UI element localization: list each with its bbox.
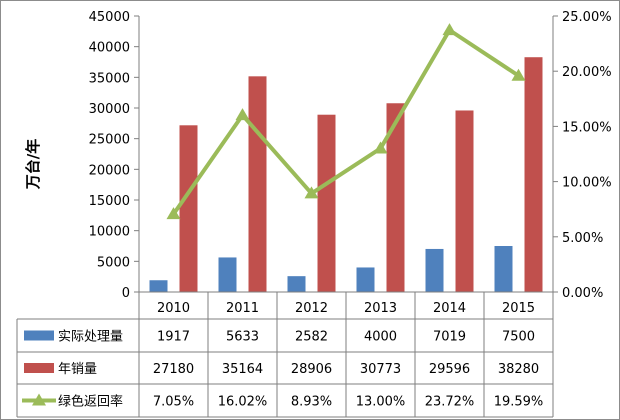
table-value-cell: 29596 xyxy=(429,362,470,377)
table-value-cell: 16.02% xyxy=(218,395,268,410)
y-left-tick-label: 5000 xyxy=(97,255,130,270)
bar-actual-processing xyxy=(356,267,375,292)
y-right-tick-label: 15.00% xyxy=(562,120,612,135)
table-value-cell: 7019 xyxy=(433,330,466,345)
bar-annual-sales xyxy=(455,110,474,292)
y-right-tick-label: 25.00% xyxy=(562,10,612,25)
x-category-label: 2012 xyxy=(295,301,328,316)
line-point-marker xyxy=(304,186,319,199)
line-point-marker xyxy=(511,68,526,81)
table-value-cell: 38280 xyxy=(498,362,539,377)
bar-actual-processing xyxy=(494,246,513,292)
x-category-label: 2014 xyxy=(433,301,466,316)
y-right-tick-label: 0.00% xyxy=(562,286,603,301)
line-point-marker xyxy=(235,108,250,121)
table-value-cell: 13.00% xyxy=(356,395,406,410)
table-value-cell: 4000 xyxy=(364,330,397,345)
line-point-marker xyxy=(442,23,457,36)
table-value-cell: 1917 xyxy=(157,330,190,345)
legend-series-name: 年销量 xyxy=(58,362,97,377)
bar-actual-processing xyxy=(425,248,444,292)
table-value-cell: 5633 xyxy=(226,330,259,345)
table-value-cell: 28906 xyxy=(291,362,332,377)
y-left-tick-label: 10000 xyxy=(89,225,130,240)
table-value-cell: 30773 xyxy=(360,362,401,377)
y-right-tick-label: 20.00% xyxy=(562,65,612,80)
legend-swatch-bar xyxy=(24,363,54,373)
legend-series-name: 实际处理量 xyxy=(58,330,123,345)
bar-annual-sales xyxy=(524,57,543,292)
bar-actual-processing xyxy=(287,276,306,292)
y-left-tick-label: 30000 xyxy=(89,102,130,117)
legend-swatch-bar xyxy=(24,330,54,341)
x-category-label: 2013 xyxy=(364,301,397,316)
line-green-return-rate xyxy=(171,28,520,216)
bar-actual-processing xyxy=(218,257,237,292)
y-left-tick-label: 45000 xyxy=(89,10,130,25)
legend-series-name: 绿色返回率 xyxy=(58,394,123,410)
table-value-cell: 2582 xyxy=(295,330,328,345)
y-left-tick-label: 0 xyxy=(122,286,130,301)
table-value-cell: 7.05% xyxy=(153,395,194,410)
table-value-cell: 7500 xyxy=(502,330,535,345)
table-value-cell: 19.59% xyxy=(494,395,544,410)
y-left-tick-label: 20000 xyxy=(89,163,130,178)
legend-swatch-marker xyxy=(32,393,46,406)
x-category-label: 2015 xyxy=(502,301,535,316)
table-value-cell: 27180 xyxy=(153,362,194,377)
y-left-tick-label: 40000 xyxy=(89,41,130,56)
x-category-label: 2010 xyxy=(157,301,190,316)
x-category-label: 2011 xyxy=(226,301,259,316)
table-value-cell: 35164 xyxy=(222,362,263,377)
bar-annual-sales xyxy=(386,103,405,292)
y-axis-title: 万台/年 xyxy=(24,139,42,190)
line-point-marker xyxy=(166,207,181,220)
y-right-tick-label: 5.00% xyxy=(562,231,603,246)
y-right-tick-label: 10.00% xyxy=(562,176,612,191)
line-point-marker xyxy=(373,141,388,154)
table-value-cell: 23.72% xyxy=(425,395,475,410)
y-left-tick-label: 25000 xyxy=(89,133,130,148)
bar-actual-processing xyxy=(149,280,168,292)
bar-annual-sales xyxy=(179,125,198,293)
y-left-tick-label: 35000 xyxy=(89,71,130,86)
bar-annual-sales xyxy=(317,114,336,292)
y-left-tick-label: 15000 xyxy=(89,194,130,209)
bar-annual-sales xyxy=(248,76,267,292)
table-value-cell: 8.93% xyxy=(291,395,332,410)
